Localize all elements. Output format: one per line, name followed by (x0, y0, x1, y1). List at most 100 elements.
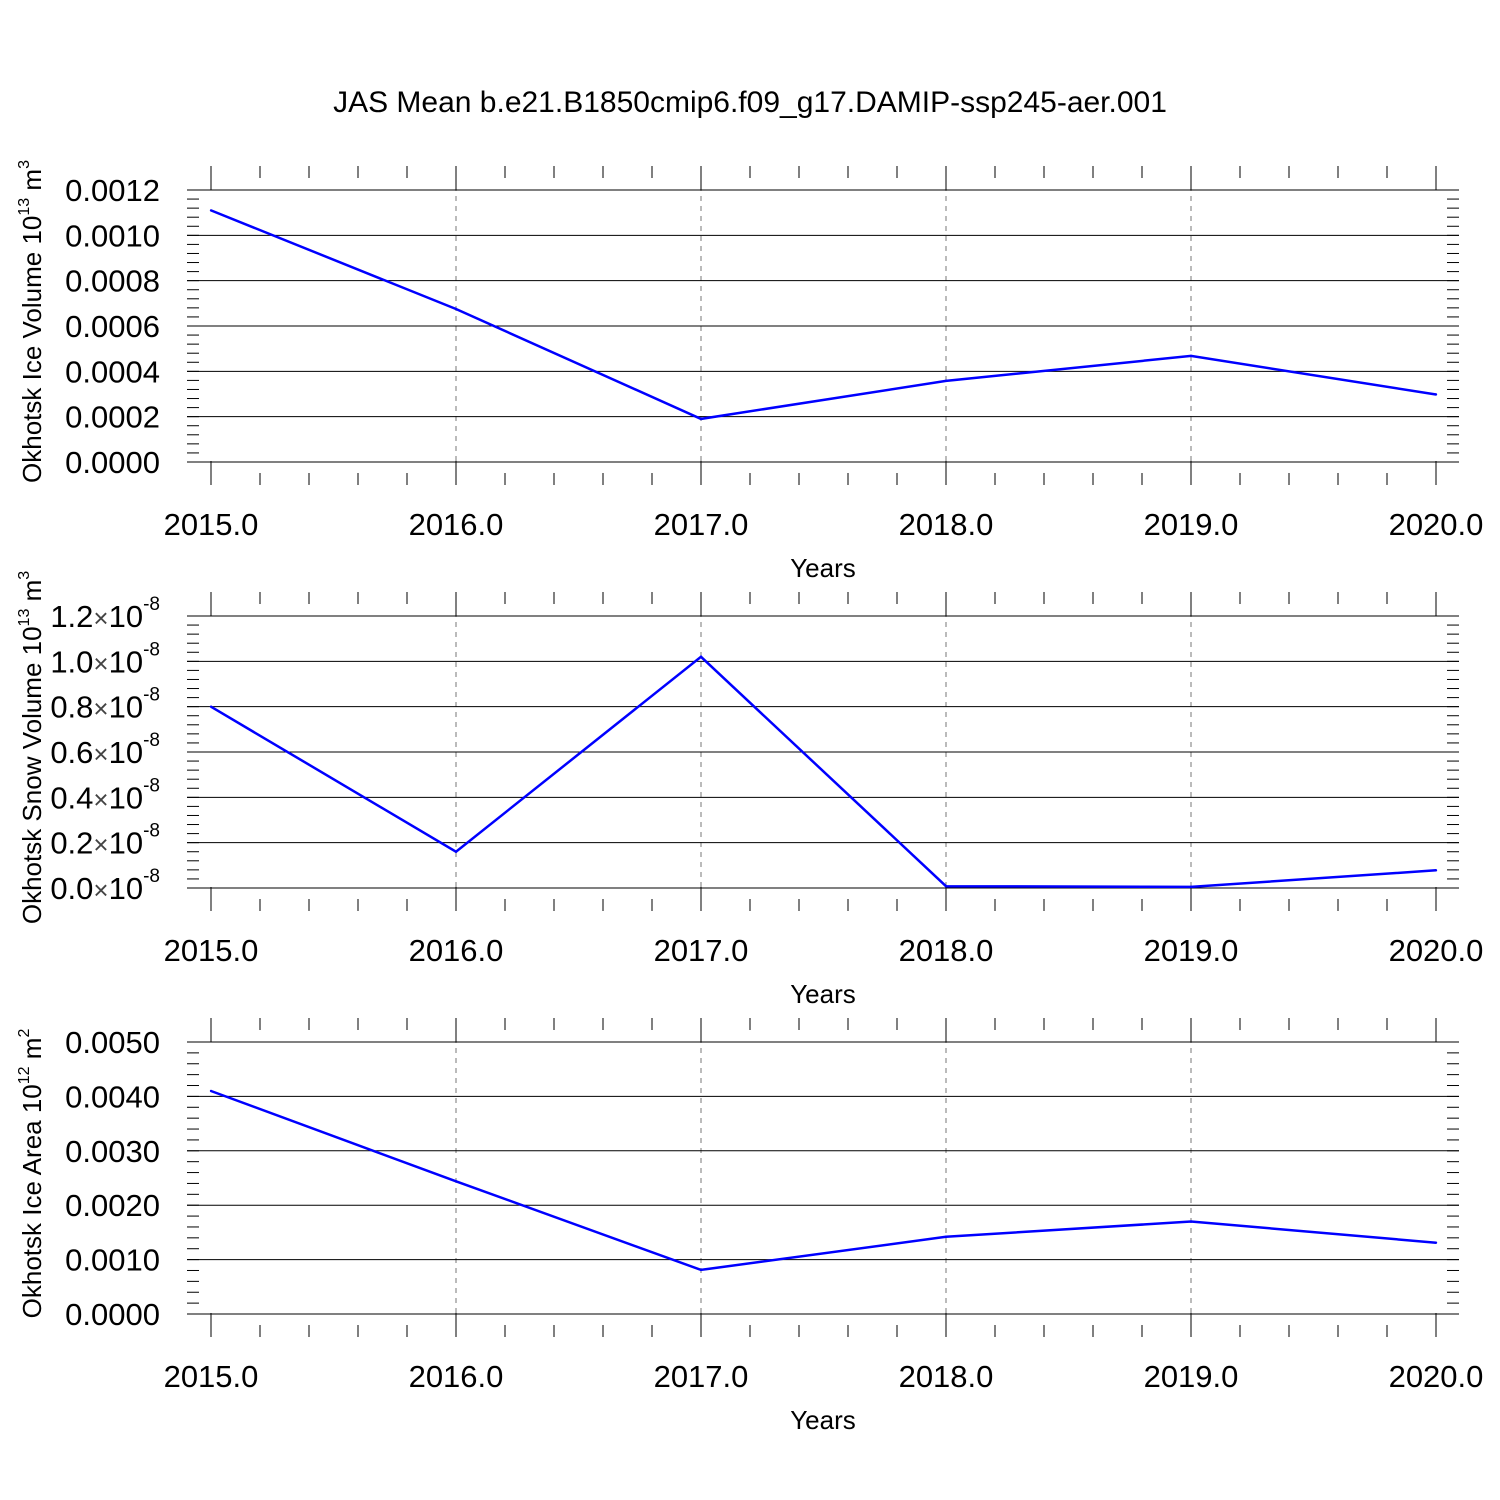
y-axis-label-unit: m (17, 580, 47, 609)
data-point (1189, 1220, 1193, 1223)
y-tick-label: 0.0010 (65, 1243, 160, 1278)
x-axis-label: Years (790, 979, 856, 1009)
y-axis-label-unit-exponent: 2 (16, 1029, 33, 1038)
y-tick-exponent: -8 (143, 639, 160, 660)
data-point (944, 1235, 948, 1238)
chart-panel-3: 0.0000 0.0010 0.0020 0.0030 0.0040 0.0050 2015… (16, 1018, 1483, 1435)
y-tick-exp-base: 10 (109, 644, 143, 679)
y-tick-label: 0.0008 (65, 264, 160, 299)
y-tick-exponent: -8 (143, 775, 160, 796)
y-tick-mantissa: 0.0 (50, 871, 93, 906)
data-point (699, 417, 703, 421)
y-tick-exponent: -8 (143, 821, 160, 842)
data-point (1189, 354, 1193, 358)
y-tick-label: 0.0050 (65, 1025, 160, 1060)
data-point (209, 1089, 213, 1093)
x-tick-label: 2016.0 (409, 933, 504, 968)
y-tick-label: 0.0000 (65, 1297, 160, 1332)
data-point (944, 884, 948, 888)
y-tick-label: 0.6×10-8 (50, 730, 160, 770)
data-point (1434, 1241, 1438, 1244)
y-tick-mantissa: 0.6 (50, 735, 93, 770)
y-tick-label: 1.0×10-8 (50, 639, 160, 679)
x-tick-label: 2018.0 (899, 1359, 994, 1394)
x-tick-label: 2020.0 (1389, 507, 1484, 542)
x-tick-label: 2020.0 (1389, 1359, 1484, 1394)
data-point (454, 1180, 458, 1183)
y-tick-times: × (93, 875, 108, 905)
y-tick-exp-base: 10 (109, 871, 143, 906)
y-tick-mantissa: 0.8 (50, 690, 93, 725)
x-tick-label: 2019.0 (1144, 1359, 1239, 1394)
x-tick-label: 2019.0 (1144, 933, 1239, 968)
data-point (944, 379, 948, 383)
data-point (209, 209, 213, 212)
y-tick-times: × (93, 830, 108, 860)
y-tick-mantissa: 0.4 (50, 780, 93, 815)
y-tick-mantissa: 1.2 (50, 599, 93, 634)
y-tick-label: 0.0030 (65, 1134, 160, 1169)
series-line (210, 1089, 1437, 1272)
series-line (210, 655, 1437, 889)
y-tick-label: 0.0012 (65, 173, 160, 208)
y-axis-label-unit: m (17, 169, 47, 198)
y-tick-label: 0.0000 (65, 445, 160, 480)
x-tick-label: 2015.0 (164, 507, 259, 542)
y-tick-label: 0.0004 (65, 354, 160, 389)
y-tick-exp-base: 10 (109, 690, 143, 725)
data-point (1434, 393, 1438, 396)
y-tick-exp-base: 10 (109, 826, 143, 861)
x-tick-label: 2019.0 (1144, 507, 1239, 542)
x-tick-label: 2016.0 (409, 507, 504, 542)
y-tick-exp-base: 10 (109, 780, 143, 815)
y-tick-times: × (93, 694, 108, 724)
x-tick-label: 2016.0 (409, 1359, 504, 1394)
y-axis-label-unit-exponent: 3 (16, 571, 33, 580)
y-tick-exponent: -8 (143, 730, 160, 751)
x-tick-label: 2017.0 (654, 933, 749, 968)
y-tick-mantissa: 0.2 (50, 826, 93, 861)
x-axis-label: Years (790, 1405, 856, 1435)
y-tick-exponent: -8 (143, 866, 160, 887)
x-tick-label: 2015.0 (164, 933, 259, 968)
y-axis-label-exponent: 12 (16, 1066, 33, 1084)
y-tick-label: 0.0010 (65, 218, 160, 253)
y-axis-label-exponent: 13 (16, 609, 33, 627)
y-tick-times: × (93, 784, 108, 814)
y-axis-label-unit: m (17, 1038, 47, 1067)
y-axis-label: Okhotsk Snow Volume 1013 m3 (16, 571, 47, 924)
chart-panel-2: 0.0×10-80.2×10-80.4×10-80.6×10-80.8×10-8… (16, 571, 1483, 1009)
y-tick-exponent: -8 (143, 594, 160, 615)
y-axis-label-text: Okhotsk Snow Volume 10 (17, 626, 47, 924)
chart-panel-1: 0.0000 0.0002 0.0004 0.0006 0.0008 0.0010 0.00… (16, 160, 1483, 583)
y-axis-label: Okhotsk Ice Area 1012 m2 (16, 1029, 47, 1319)
data-point (454, 850, 458, 853)
y-axis-label: Okhotsk Ice Volume 1013 m3 (16, 160, 47, 483)
y-tick-exp-base: 10 (109, 599, 143, 634)
y-tick-times: × (93, 648, 108, 678)
series-line (210, 209, 1437, 421)
y-tick-label: 1.2×10-8 (50, 594, 160, 634)
x-tick-label: 2020.0 (1389, 933, 1484, 968)
data-point (209, 705, 213, 708)
y-tick-label: 0.0006 (65, 309, 160, 344)
y-tick-mantissa: 1.0 (50, 644, 93, 679)
y-axis-label-text: Okhotsk Ice Volume 10 (17, 216, 47, 483)
y-tick-exp-base: 10 (109, 735, 143, 770)
chart-title: JAS Mean b.e21.B1850cmip6.f09_g17.DAMIP-… (333, 86, 1167, 119)
y-tick-times: × (93, 739, 108, 769)
data-point (1189, 885, 1193, 889)
x-tick-label: 2018.0 (899, 933, 994, 968)
y-tick-label: 0.0020 (65, 1188, 160, 1223)
y-tick-label: 0.4×10-8 (50, 775, 160, 815)
x-tick-label: 2018.0 (899, 507, 994, 542)
y-tick-label: 0.0040 (65, 1079, 160, 1114)
y-tick-label: 0.0002 (65, 400, 160, 435)
y-tick-label: 0.0×10-8 (50, 866, 160, 906)
y-axis-label-text: Okhotsk Ice Area 10 (17, 1084, 47, 1318)
x-tick-label: 2017.0 (654, 1359, 749, 1394)
data-point (454, 307, 458, 311)
y-axis-label-exponent: 13 (16, 198, 33, 216)
x-axis-label: Years (790, 553, 856, 583)
y-tick-label: 0.8×10-8 (50, 685, 160, 725)
